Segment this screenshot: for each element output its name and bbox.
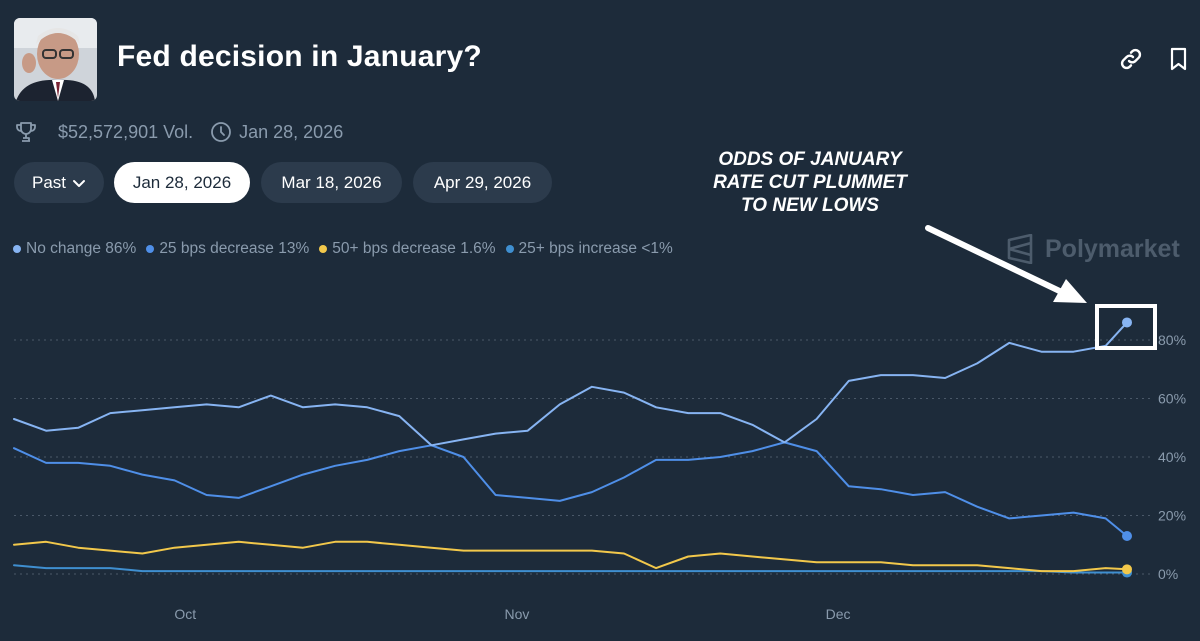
end-date-text: Jan 28, 2026 [239, 121, 344, 142]
annotation-line: RATE CUT PLUMMET [713, 172, 907, 193]
y-tick-label: 20% [1158, 508, 1186, 524]
market-meta: $52,572,901 Vol. Jan 28, 2026 [14, 120, 343, 144]
series-line-25bps-increase [13, 564, 1128, 574]
y-tick-label: 40% [1158, 449, 1186, 465]
tab-apr-29-2026[interactable]: Apr 29, 2026 [413, 162, 552, 203]
tab-label: Past [31, 172, 67, 192]
trophy-icon [14, 120, 38, 144]
legend-label: 25+ bps increase <1% [518, 240, 673, 257]
tab-mar-18-2026[interactable]: Mar 18, 2026 [261, 162, 402, 203]
x-tick-label: Oct [174, 606, 196, 622]
y-tick-label: 80% [1158, 332, 1186, 348]
series-line-25bps-decrease [13, 441, 1128, 537]
annotation-arrow-shaft [925, 225, 1073, 299]
polymarket-logo-icon [1007, 234, 1033, 264]
y-tick-label: 60% [1158, 391, 1186, 407]
annotation-line: ODDS OF JANUARY [718, 149, 902, 170]
legend-dot [146, 245, 155, 253]
tab-past[interactable]: Past [14, 162, 104, 203]
x-tick-label: Dec [826, 606, 851, 622]
y-tick-label: 0% [1158, 566, 1178, 582]
legend-dot [505, 245, 514, 253]
legend-label: 25 bps decrease 13% [159, 240, 310, 257]
x-tick-label: Nov [505, 606, 530, 622]
highlight-box [1095, 304, 1157, 350]
legend-item-25bps-decrease[interactable]: 25 bps decrease 13% [146, 240, 309, 258]
chevron-down-icon [73, 179, 86, 187]
annotation-arrow-head [1053, 279, 1087, 303]
tab-label: Apr 29, 2026 [433, 172, 532, 192]
series-end-point-25bps-decrease [1122, 530, 1132, 541]
watermark-text: Polymarket [1045, 234, 1180, 263]
page-title: Fed decision in January? [117, 40, 482, 73]
clock-icon [209, 120, 233, 144]
legend-label: No change 86% [26, 240, 137, 257]
tab-label: Jan 28, 2026 [132, 172, 232, 192]
link-icon[interactable] [1118, 46, 1144, 72]
series-end-point-no-change [1122, 317, 1132, 328]
series-end-point-50bps-decrease [1122, 564, 1132, 575]
series-line-50bps-decrease [13, 540, 1128, 573]
chart-annotation: ODDS OF JANUARY RATE CUT PLUMMET TO NEW … [690, 148, 930, 217]
annotation-line: TO NEW LOWS [741, 195, 879, 216]
tab-jan-28-2026[interactable]: Jan 28, 2026 [114, 162, 250, 203]
legend-label: 50+ bps decrease 1.6% [332, 240, 496, 257]
polymarket-watermark: Polymarket [1005, 234, 1180, 264]
chart-legend: No change 86% 25 bps decrease 13% 50+ bp… [13, 240, 673, 258]
tab-label: Mar 18, 2026 [281, 172, 382, 192]
legend-dot [319, 245, 328, 253]
market-image [14, 18, 97, 101]
legend-item-no-change[interactable]: No change 86% [13, 240, 136, 258]
bookmark-icon[interactable] [1166, 46, 1192, 72]
series-line-no-change [13, 321, 1128, 447]
legend-dot [13, 245, 21, 253]
legend-item-50bps-decrease[interactable]: 50+ bps decrease 1.6% [319, 240, 496, 258]
volume-text: $52,572,901 Vol. [58, 121, 194, 142]
legend-item-25bps-increase[interactable]: 25+ bps increase <1% [505, 240, 673, 258]
